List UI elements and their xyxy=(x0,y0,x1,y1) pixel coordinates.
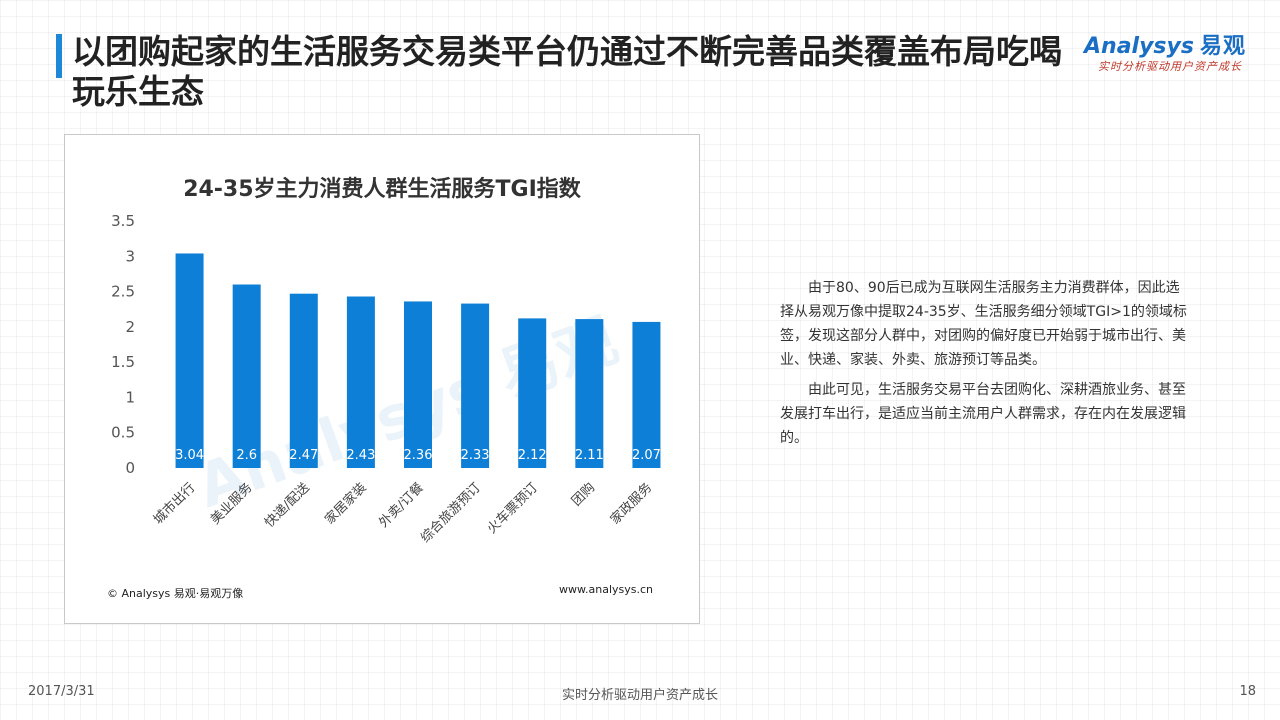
data-label: 2.43 xyxy=(346,448,375,463)
title-accent-bar xyxy=(56,34,62,78)
data-label: 3.04 xyxy=(175,448,204,463)
page-title: 以团购起家的生活服务交易类平台仍通过不断完善品类覆盖布局吃喝玩乐生态 xyxy=(72,32,1062,111)
x-tick-label: 团购 xyxy=(568,480,598,510)
bar xyxy=(461,303,490,468)
logo-cn: 易观 xyxy=(1199,34,1246,59)
chart-title: 24-35岁主力消费人群生活服务TGI指数 xyxy=(183,177,581,202)
x-tick-label: 家政服务 xyxy=(607,480,655,528)
x-tick-label: 美业服务 xyxy=(207,480,255,528)
y-tick-label: 3.5 xyxy=(111,212,135,230)
bar xyxy=(175,253,204,468)
bar xyxy=(518,318,547,468)
data-label: 2.6 xyxy=(236,448,257,463)
y-tick-label: 1 xyxy=(125,388,135,406)
analysys-logo: Analysys 易观 实时分析驱动用户资产成长 xyxy=(1084,28,1254,76)
logo-text: Analysys xyxy=(1084,34,1194,59)
footer-date: 2017/3/31 xyxy=(28,684,95,699)
y-tick-label: 1.5 xyxy=(111,353,135,371)
data-label: 2.07 xyxy=(632,448,661,463)
bar xyxy=(632,321,661,468)
data-label: 2.36 xyxy=(404,448,433,463)
x-tick-label: 外卖/订餐 xyxy=(376,480,427,531)
chart-panel: Analysys 易观 24-35岁主力消费人群生活服务TGI指数 0 0.5 1 1… xyxy=(64,134,700,624)
logo-wordmark: Analysys 易观 xyxy=(1084,28,1246,60)
bar xyxy=(232,284,261,468)
y-tick-label: 2.5 xyxy=(111,283,135,301)
chart-source: © Analysys 易观·易观万像 xyxy=(107,587,244,600)
x-tick-label: 快递/配送 xyxy=(262,480,312,530)
x-tick-label: 家居家装 xyxy=(322,480,370,528)
footer-slogan: 实时分析驱动用户资产成长 xyxy=(561,688,718,703)
page-number: 18 xyxy=(1239,684,1256,699)
y-tick-label: 2 xyxy=(125,318,135,336)
bar xyxy=(575,319,604,468)
logo-slogan: 实时分析驱动用户资产成长 xyxy=(1098,60,1242,73)
description: 由于80、90后已成为互联网生活服务主力消费群体，因此选择从易观万像中提取24-… xyxy=(780,276,1190,456)
bar xyxy=(346,296,375,468)
x-tick-label: 城市出行 xyxy=(150,480,198,528)
description-paragraph-2: 由此可见，生活服务交易平台去团购化、深耕酒旅业务、甚至发展打车出行，是适应当前主… xyxy=(780,382,1186,446)
bar xyxy=(404,301,432,468)
data-label: 2.33 xyxy=(461,448,490,463)
data-label: 2.47 xyxy=(289,448,318,463)
y-tick-label: 3 xyxy=(125,247,135,265)
description-paragraph-1: 由于80、90后已成为互联网生活服务主力消费群体，因此选择从易观万像中提取24-… xyxy=(780,280,1187,368)
y-tick-label: 0.5 xyxy=(111,424,135,442)
data-label: 2.11 xyxy=(575,448,604,463)
x-tick-label: 火车票预订 xyxy=(484,480,541,537)
bar-chart: 0 0.5 1 1.5 2 2.5 3 3.5 3.04 城市出行 2.6 美业服务 2.47 快递/配送… xyxy=(111,212,661,546)
bar xyxy=(289,293,318,468)
chart-url: www.analysys.cn xyxy=(559,583,653,596)
y-tick-label: 0 xyxy=(125,459,135,477)
data-label: 2.12 xyxy=(518,448,547,463)
x-tick-label: 综合旅游预订 xyxy=(418,480,484,546)
